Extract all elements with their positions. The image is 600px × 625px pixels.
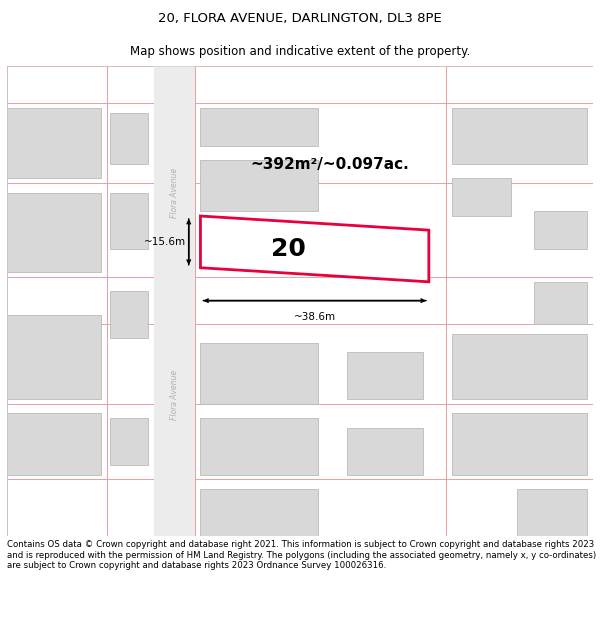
Polygon shape [200,216,429,282]
Bar [110,418,148,465]
Bar [347,428,423,474]
Text: ~392m²/~0.097ac.: ~392m²/~0.097ac. [250,157,409,172]
Bar [110,192,148,249]
Bar [7,413,101,474]
Bar [110,112,148,164]
Text: 20, FLORA AVENUE, DARLINGTON, DL3 8PE: 20, FLORA AVENUE, DARLINGTON, DL3 8PE [158,12,442,25]
Bar [200,108,317,146]
Text: Flora Avenue: Flora Avenue [170,168,179,217]
Bar [452,334,587,399]
Bar [200,489,317,536]
Text: ~38.6m: ~38.6m [293,312,336,322]
Bar [200,418,317,474]
Text: ~15.6m: ~15.6m [143,237,186,247]
Bar [200,343,317,404]
Text: 20: 20 [271,237,306,261]
Text: Contains OS data © Crown copyright and database right 2021. This information is : Contains OS data © Crown copyright and d… [7,541,596,570]
Bar [452,178,511,216]
Bar [7,192,101,272]
Bar [452,108,587,164]
Bar [534,211,587,249]
Text: Map shows position and indicative extent of the property.: Map shows position and indicative extent… [130,45,470,58]
Bar [452,413,587,474]
Bar [200,226,317,268]
Bar [200,159,317,211]
Bar [7,315,101,399]
Bar [534,282,587,324]
Bar [110,291,148,338]
Bar [7,108,101,178]
Bar [154,66,194,536]
Bar [517,489,587,536]
Bar [347,352,423,399]
Text: Flora Avenue: Flora Avenue [170,369,179,420]
